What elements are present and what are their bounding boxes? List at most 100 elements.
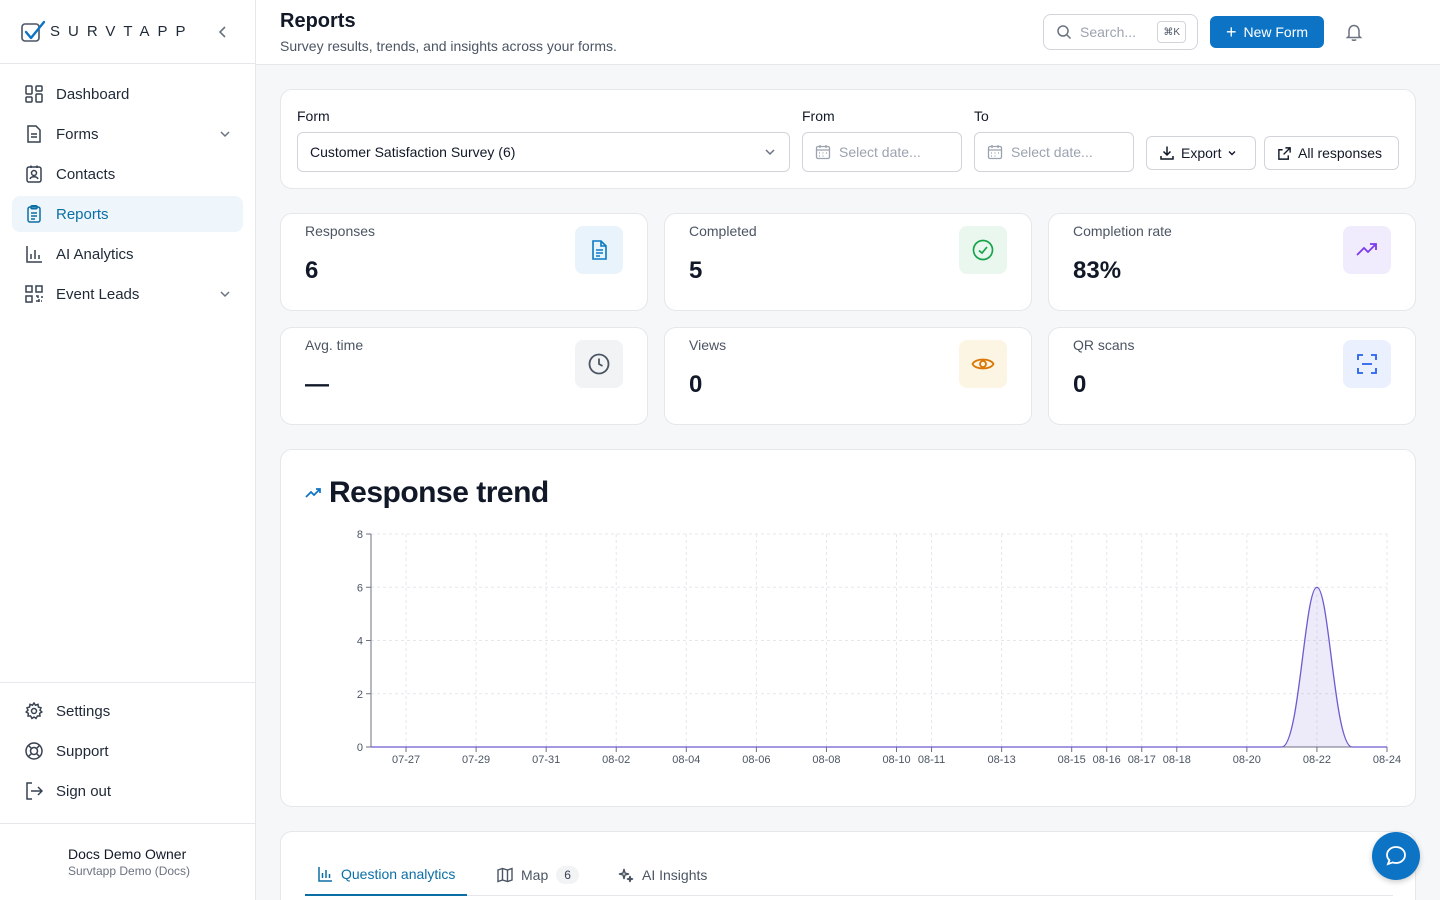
- to-date-input[interactable]: Select date...: [974, 132, 1134, 172]
- document-icon: [575, 226, 623, 274]
- sidebar-item-ai-analytics[interactable]: AI Analytics: [12, 236, 243, 272]
- stat-card-avg-time: Avg. time —: [280, 327, 648, 425]
- series-area: [371, 587, 1387, 747]
- page-title: Reports: [280, 10, 356, 32]
- checkbox-logo-icon: [21, 20, 46, 42]
- chevron-down-icon: [765, 149, 775, 156]
- y-tick-label: 0: [357, 742, 363, 754]
- trending-up-icon: [305, 488, 321, 498]
- sidebar-item-label: Contacts: [56, 165, 116, 183]
- analytics-tabs: Question analytics Map 6 AI Insights: [305, 854, 1393, 896]
- x-tick-label: 08-15: [1058, 754, 1086, 766]
- export-label: Export: [1181, 145, 1222, 161]
- x-tick-label: 08-24: [1373, 754, 1401, 766]
- sidebar-item-label: Settings: [56, 702, 111, 720]
- search-input[interactable]: Search... ⌘K: [1043, 14, 1198, 50]
- all-responses-label: All responses: [1298, 145, 1383, 161]
- x-tick-label: 08-18: [1163, 754, 1191, 766]
- chevron-down-icon: [220, 131, 230, 138]
- user-profile[interactable]: Docs Demo Owner Survtapp Demo (Docs): [0, 823, 255, 900]
- sidebar-item-settings[interactable]: Settings: [12, 693, 243, 729]
- gear-icon: [24, 701, 44, 721]
- search-placeholder: Search...: [1080, 24, 1137, 40]
- sidebar-item-label: Reports: [56, 205, 109, 223]
- reports-icon: [24, 204, 44, 224]
- from-date-placeholder: Select date...: [839, 144, 921, 160]
- stat-label: Avg. time: [305, 337, 364, 353]
- form-select[interactable]: Customer Satisfaction Survey (6): [297, 132, 790, 172]
- tab-ai-insights[interactable]: AI Insights: [618, 854, 707, 896]
- x-tick-label: 07-31: [532, 754, 560, 766]
- from-date-input[interactable]: Select date...: [802, 132, 962, 172]
- calendar-icon: [987, 145, 1003, 160]
- export-button[interactable]: Export: [1146, 136, 1256, 170]
- sidebar-item-label: AI Analytics: [56, 245, 134, 263]
- sidebar-item-reports[interactable]: Reports: [12, 196, 243, 232]
- response-trend-card: Response trend 0 2 4 6 8 07-27 07-29 07-31 08-02…: [280, 449, 1416, 807]
- to-date-placeholder: Select date...: [1011, 144, 1093, 160]
- map-icon: [497, 867, 513, 883]
- chevron-left-icon: [218, 26, 226, 38]
- calendar-icon: [815, 145, 831, 160]
- brand-logo[interactable]: SURVTAPP: [20, 20, 193, 44]
- clock-icon: [575, 340, 623, 388]
- x-tick-label: 07-29: [462, 754, 490, 766]
- bell-icon: [1345, 24, 1363, 41]
- sidebar-item-support[interactable]: Support: [12, 733, 243, 769]
- tab-map[interactable]: Map 6: [497, 854, 579, 896]
- x-tick-label: 08-02: [602, 754, 630, 766]
- sidebar-item-sign-out[interactable]: Sign out: [12, 773, 243, 809]
- sidebar-item-label: Support: [56, 742, 109, 760]
- sign-out-icon: [24, 781, 44, 801]
- tab-label: AI Insights: [642, 867, 708, 883]
- stat-label: Completion rate: [1073, 223, 1172, 239]
- user-name: Docs Demo Owner: [68, 846, 187, 862]
- chat-support-button[interactable]: [1372, 832, 1420, 880]
- sidebar: SURVTAPP Dashboard Forms Contacts: [0, 0, 256, 900]
- search-icon: [1057, 25, 1072, 40]
- x-tick-label: 08-06: [742, 754, 770, 766]
- chat-bubble-icon: [1386, 846, 1406, 866]
- qr-code-icon: [24, 284, 44, 304]
- form-select-value: Customer Satisfaction Survey (6): [310, 144, 516, 160]
- search-shortcut: ⌘K: [1157, 21, 1186, 43]
- forms-icon: [24, 124, 44, 144]
- y-tick-label: 8: [357, 529, 363, 541]
- sidebar-item-contacts[interactable]: Contacts: [12, 156, 243, 192]
- x-tick-label: 07-27: [392, 754, 420, 766]
- sidebar-item-forms[interactable]: Forms: [12, 116, 243, 152]
- top-header: Reports Survey results, trends, and insi…: [256, 0, 1440, 65]
- sidebar-item-dashboard[interactable]: Dashboard: [12, 76, 243, 112]
- all-responses-button[interactable]: All responses: [1264, 136, 1399, 170]
- notifications-button[interactable]: [1344, 22, 1364, 42]
- x-tick-label: 08-22: [1303, 754, 1331, 766]
- new-form-button[interactable]: + New Form: [1210, 16, 1324, 48]
- x-tick-label: 08-10: [882, 754, 910, 766]
- y-tick-label: 4: [357, 636, 363, 648]
- x-tick-label: 08-16: [1093, 754, 1121, 766]
- sidebar-item-event-leads[interactable]: Event Leads: [12, 276, 243, 312]
- stat-value: 0: [1073, 371, 1087, 398]
- stat-value: 83%: [1073, 257, 1122, 284]
- tab-question-analytics[interactable]: Question analytics: [305, 854, 468, 896]
- page-subtitle: Survey results, trends, and insights acr…: [280, 38, 617, 54]
- dashboard-icon: [24, 84, 44, 104]
- x-tick-label: 08-04: [672, 754, 700, 766]
- bar-chart-icon: [24, 244, 44, 264]
- scan-icon: [1343, 340, 1391, 388]
- chart-title: Response trend: [329, 476, 549, 509]
- tab-label: Map: [521, 867, 549, 883]
- sidebar-bottom-nav: Settings Support Sign out: [0, 682, 255, 823]
- to-label: To: [974, 108, 989, 124]
- sparkles-icon: [618, 868, 634, 883]
- brand-name: SURVTAPP: [50, 23, 194, 40]
- x-tick-label: 08-13: [988, 754, 1016, 766]
- sidebar-nav: Dashboard Forms Contacts Reports AI A: [0, 64, 255, 328]
- user-org: Survtapp Demo (Docs): [68, 864, 191, 878]
- plus-icon: +: [1225, 22, 1237, 42]
- download-icon: [1160, 146, 1174, 160]
- stat-value: 6: [305, 257, 319, 284]
- x-tick-label: 08-08: [812, 754, 840, 766]
- collapse-sidebar-button[interactable]: [213, 22, 233, 42]
- tab-badge: 6: [556, 866, 579, 884]
